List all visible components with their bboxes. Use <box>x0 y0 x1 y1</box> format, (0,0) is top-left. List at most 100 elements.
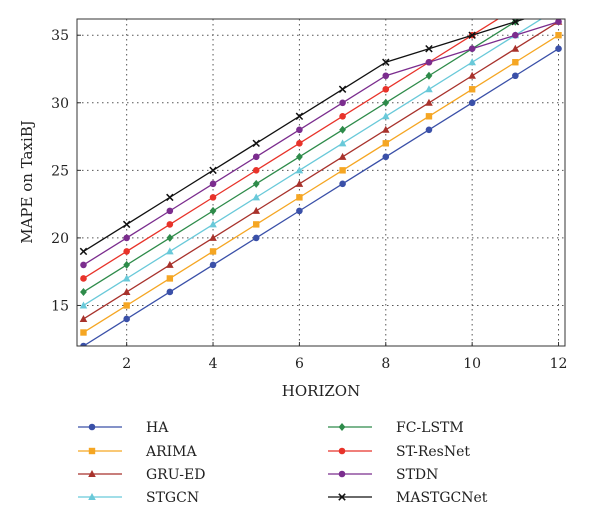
data-point <box>295 112 304 121</box>
data-point <box>252 139 260 148</box>
data-point <box>425 85 433 93</box>
series-stgcn <box>79 19 543 309</box>
data-point <box>338 85 347 93</box>
data-point <box>468 31 476 39</box>
data-point <box>295 166 304 174</box>
data-point <box>80 329 87 336</box>
grid-lines <box>77 19 565 346</box>
data-point <box>122 274 131 282</box>
series-stdn <box>80 19 562 269</box>
data-point <box>381 112 390 120</box>
legend-label: GRU-ED <box>146 467 205 483</box>
data-point <box>296 152 303 161</box>
legend-marker <box>88 470 96 477</box>
x-tick-label: 6 <box>295 356 304 372</box>
data-point <box>338 139 347 147</box>
data-point <box>382 85 390 93</box>
data-point <box>468 58 476 66</box>
series-st-resnet <box>80 19 500 282</box>
data-point <box>166 193 174 202</box>
data-point <box>425 58 433 66</box>
data-point <box>209 194 217 201</box>
data-point <box>252 179 260 188</box>
legend-marker <box>88 493 96 500</box>
data-point <box>80 275 87 282</box>
data-point <box>209 180 217 188</box>
data-point <box>296 140 303 147</box>
data-point <box>209 233 217 241</box>
data-point <box>295 179 304 187</box>
data-point <box>512 72 519 80</box>
series-gru-ed <box>79 19 563 322</box>
data-point <box>252 193 261 201</box>
data-point <box>468 99 476 107</box>
x-tick-label: 8 <box>381 356 390 372</box>
series-line <box>83 19 527 252</box>
x-axis-label: HORIZON <box>282 382 360 400</box>
data-point <box>296 207 303 215</box>
data-point <box>252 167 260 174</box>
data-point <box>382 72 390 80</box>
legend-label: STDN <box>396 467 438 483</box>
legend-marker <box>338 447 346 455</box>
plot-frame <box>76 18 566 347</box>
legend-label: ST-ResNet <box>396 444 470 460</box>
data-point <box>339 180 346 188</box>
data-point <box>252 206 261 214</box>
data-point <box>123 260 131 269</box>
data-point <box>79 314 88 322</box>
series-fc-lstm <box>80 19 521 296</box>
data-point <box>425 71 433 80</box>
data-point <box>80 287 87 296</box>
legend-item-fc-lstm: FC-LSTM <box>328 420 464 436</box>
legend-item-st-resnet: ST-ResNet <box>328 444 470 460</box>
y-tick-label: 15 <box>51 298 69 314</box>
legend-marker <box>338 470 346 478</box>
y-axis-label: MAPE on TaxiBJ <box>18 120 36 244</box>
data-point <box>209 220 217 228</box>
data-point <box>166 260 174 268</box>
legend-label: MASTGCNet <box>396 490 488 506</box>
data-point <box>382 98 390 107</box>
data-point <box>166 221 174 228</box>
series-line <box>83 21 559 320</box>
data-point <box>123 315 130 323</box>
data-point <box>512 59 519 66</box>
series-line <box>83 48 559 346</box>
data-point <box>555 32 562 39</box>
data-point <box>166 275 174 282</box>
series-line <box>83 19 500 279</box>
legend-marker <box>338 423 346 431</box>
legend-item-arima: ARIMA <box>78 444 198 460</box>
legend-label: STGCN <box>146 490 199 506</box>
legend: HA ARIMA GRU-ED STGCN FC-LSTM ST-ResNet STDN MA… <box>78 420 488 506</box>
y-tick-label: 20 <box>51 231 69 247</box>
x-tick-label: 10 <box>463 356 481 372</box>
data-point <box>382 140 389 147</box>
legend-item-gru-ed: GRU-ED <box>78 467 205 483</box>
data-point <box>468 71 476 79</box>
y-tick-label: 35 <box>51 28 69 44</box>
data-point <box>166 247 174 255</box>
data-point <box>425 113 433 120</box>
y-tick-label: 30 <box>51 96 69 112</box>
data-point <box>339 167 346 174</box>
legend-label: ARIMA <box>145 444 198 460</box>
data-point <box>555 45 562 53</box>
tick-layer: 2 4 6 8 10 12 15 20 25 30 35 <box>51 28 567 372</box>
data-point <box>122 287 131 295</box>
data-point <box>80 261 87 269</box>
series-line <box>83 19 521 293</box>
series-mastgcnet <box>79 19 527 256</box>
data-point <box>80 342 87 346</box>
series-line <box>83 21 559 266</box>
series-arima <box>80 32 562 336</box>
legend-marker <box>88 423 96 431</box>
data-point <box>166 233 174 242</box>
x-tick-label: 2 <box>122 356 131 372</box>
data-point <box>512 31 519 39</box>
plot-series <box>79 19 563 346</box>
data-point <box>123 248 130 255</box>
data-point <box>166 207 174 215</box>
data-point <box>382 153 390 161</box>
